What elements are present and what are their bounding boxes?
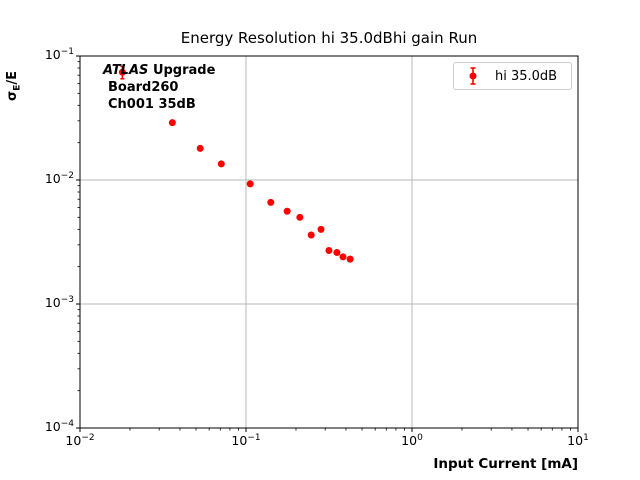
- legend: hi 35.0dB: [453, 62, 572, 90]
- data-point: [333, 249, 341, 257]
- y-tick-label: 10−2: [44, 171, 74, 187]
- data-point: [283, 207, 291, 215]
- annotation-board: Board260: [108, 80, 179, 95]
- annotation-experiment-suffix: Upgrade: [152, 63, 216, 78]
- chart-title: Energy Resolution hi 35.0dBhi gain Run: [180, 29, 478, 47]
- data-point: [246, 180, 254, 188]
- annotation-experiment: ATLAS: [103, 63, 149, 78]
- annotation: ATLAS Upgrade Board260 Ch001 35dB: [103, 62, 215, 113]
- annotation-channel: Ch001 35dB: [108, 97, 196, 112]
- data-point: [307, 231, 315, 239]
- data-point: [196, 144, 204, 152]
- x-tick-label: 100: [401, 433, 423, 449]
- x-tick-label: 10−1: [231, 433, 261, 449]
- annotation-line1: ATLAS Upgrade: [103, 62, 215, 79]
- data-point: [325, 247, 333, 255]
- x-tick-label: 10−2: [65, 433, 95, 449]
- data-point: [339, 253, 347, 261]
- x-axis-label: Input Current [mA]: [433, 456, 578, 472]
- data-point: [317, 225, 325, 233]
- x-tick-label: 101: [567, 433, 589, 449]
- data-point: [346, 255, 354, 263]
- axes-frame: [79, 55, 579, 429]
- y-tick-label: 10−4: [44, 419, 74, 435]
- data-point: [267, 198, 275, 206]
- data-point: [168, 119, 176, 127]
- data-point: [296, 213, 304, 221]
- data-point: [217, 160, 225, 168]
- errorbar-marker-icon: [469, 67, 477, 85]
- y-tick-label: 10−1: [44, 47, 74, 63]
- legend-label: hi 35.0dB: [495, 68, 558, 84]
- y-tick-label: 10−3: [44, 295, 74, 311]
- data-point: [118, 68, 126, 76]
